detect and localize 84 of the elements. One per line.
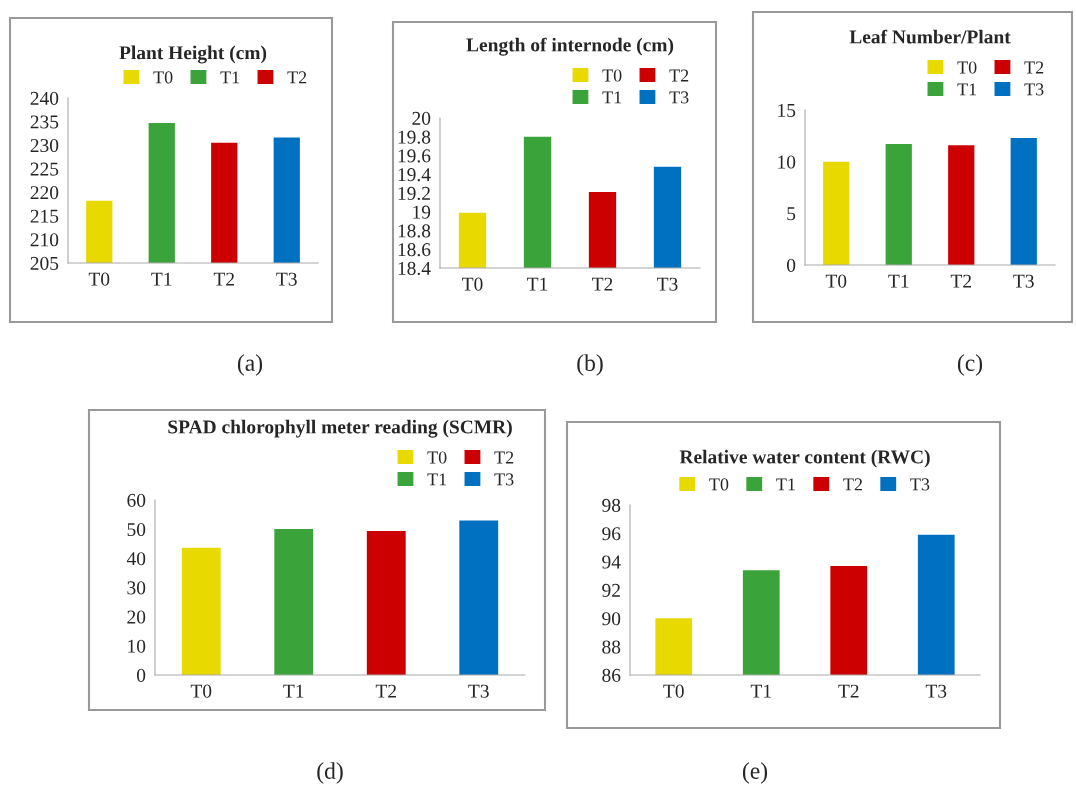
legend-label: T3	[910, 478, 930, 491]
text: (c)	[957, 354, 983, 376]
y-tick-label: 220	[30, 186, 59, 200]
legend-label: T2	[843, 478, 862, 491]
legend-label: T0	[957, 61, 977, 74]
y-tick-label: 20	[412, 111, 431, 125]
chart-title: Length of internode (cm)	[466, 37, 674, 56]
y-tick-label: 205	[30, 256, 59, 270]
chart-title: Relative water content (RWC)	[679, 449, 930, 468]
y-tick-label: 98	[602, 498, 621, 512]
legend-label: T1	[957, 83, 977, 96]
legend-label: T3	[494, 473, 514, 486]
y-tick-label: 19.2	[398, 186, 430, 201]
y-tick-label: 86	[602, 668, 621, 682]
y-tick-label: 19.8	[398, 130, 431, 144]
chart-title: Leaf Number/Plant	[849, 29, 1011, 44]
y-tick-label: 90	[602, 612, 621, 626]
x-tick-label: T0	[462, 277, 483, 291]
legend-label: T2	[494, 451, 514, 464]
y-tick-label: 235	[30, 115, 59, 129]
legend-label: T3	[1024, 83, 1044, 96]
y-tick-label: 40	[126, 552, 146, 566]
x-tick-label: T2	[375, 684, 396, 698]
text: (d)	[317, 762, 343, 784]
legend-label: T0	[427, 451, 447, 464]
y-tick-label: 18.4	[398, 261, 431, 276]
y-tick-label: 210	[30, 233, 59, 247]
x-tick-label: T1	[151, 272, 172, 286]
x-tick-label: T3	[468, 684, 489, 698]
x-tick-label: T2	[592, 277, 613, 291]
text: (e)	[742, 762, 768, 784]
y-tick-label: 92	[602, 583, 620, 597]
y-tick-label: 94	[602, 555, 621, 569]
y-tick-label: 0	[136, 668, 146, 682]
y-tick-label: 50	[127, 522, 146, 537]
legend-label: T1	[220, 71, 240, 84]
x-tick-label: T3	[1013, 274, 1034, 288]
y-tick-label: 10	[128, 639, 146, 653]
x-tick-label: T2	[838, 684, 859, 698]
x-tick-label: T1	[750, 684, 771, 698]
chart-title: Plant Height (cm)	[119, 45, 267, 64]
legend-label: T1	[776, 478, 795, 491]
y-tick-label: 0	[786, 258, 796, 272]
legend-label: T2	[1024, 61, 1044, 74]
y-tick-label: 96	[602, 527, 621, 541]
y-tick-label: 60	[127, 493, 146, 507]
legend-label: T0	[153, 71, 173, 84]
y-tick-label: 15	[778, 103, 796, 117]
legend-label: T3	[669, 91, 689, 104]
y-tick-label: 240	[30, 91, 59, 105]
legend-label: T2	[669, 69, 689, 82]
x-tick-label: T3	[925, 684, 947, 698]
y-tick-label: 88	[602, 640, 621, 654]
y-tick-label: 19.6	[398, 149, 431, 163]
y-tick-label: 230	[30, 138, 59, 153]
x-tick-label: T1	[888, 274, 909, 288]
x-tick-label: T0	[825, 274, 847, 288]
x-tick-label: T1	[527, 277, 548, 291]
y-tick-label: 215	[30, 209, 59, 223]
x-tick-label: T0	[190, 684, 212, 698]
x-tick-label: T2	[213, 272, 234, 286]
y-tick-label: 5	[787, 207, 796, 221]
text: (a)	[237, 354, 263, 376]
y-tick-label: 30	[127, 581, 146, 595]
chart-title: SPAD chlorophyll meter reading (SCMR)	[168, 419, 512, 438]
legend-label: T1	[602, 91, 622, 104]
y-tick-label: 20	[127, 610, 146, 624]
x-tick-label: T3	[276, 272, 297, 286]
y-tick-label: 10	[778, 155, 796, 169]
x-tick-label: T3	[657, 277, 678, 291]
y-tick-label: 18.8	[398, 224, 431, 238]
x-tick-label: T0	[88, 272, 110, 286]
legend-label: T0	[602, 69, 622, 82]
x-tick-label: T0	[663, 684, 684, 698]
x-tick-label: T2	[950, 274, 971, 288]
legend-label: T2	[287, 71, 307, 84]
y-tick-label: 225	[30, 162, 59, 176]
y-tick-label: 18.6	[398, 243, 431, 257]
legend-label: T1	[427, 473, 447, 486]
text: (b)	[577, 354, 603, 376]
x-tick-label: T1	[283, 684, 304, 698]
y-tick-label: 19	[413, 205, 431, 219]
y-tick-label: 19.4	[398, 168, 431, 182]
legend-label: T0	[709, 478, 729, 491]
